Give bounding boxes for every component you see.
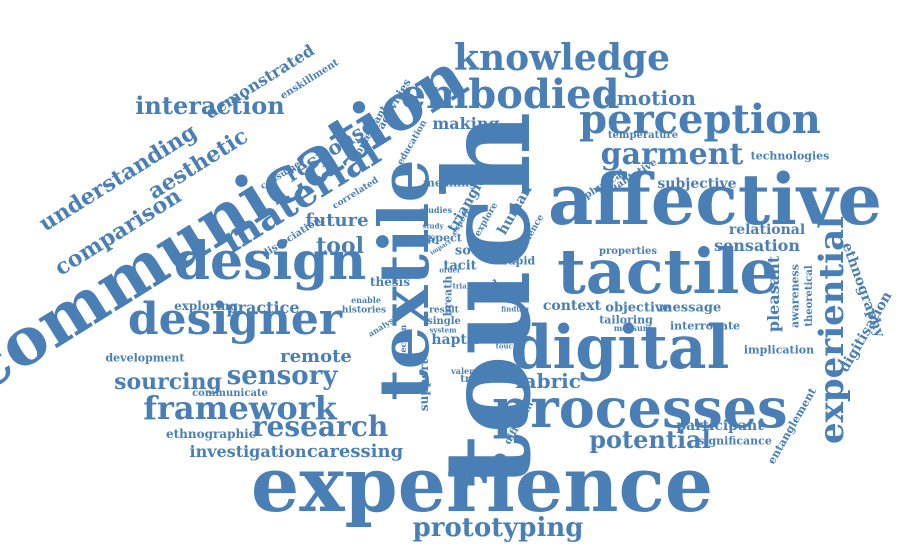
word-sensation: sensation xyxy=(714,236,800,255)
word-experience: experience xyxy=(250,440,714,529)
word-enable: enable xyxy=(351,295,381,305)
word-processes: processes xyxy=(492,376,788,440)
word-knowledge: knowledge xyxy=(454,37,670,79)
word-participant: participant xyxy=(676,418,764,434)
word-selection: selection xyxy=(398,324,408,366)
word-awareness: awareness xyxy=(788,264,802,328)
word-implication: implication xyxy=(743,343,815,357)
word-single: single xyxy=(427,316,461,327)
word-remote: remote xyxy=(280,346,352,367)
word-body: body xyxy=(490,258,506,265)
word-context: context xyxy=(542,298,602,314)
word-significance: significance xyxy=(698,434,772,448)
word-practice: practice xyxy=(226,298,300,317)
word-perception: perception xyxy=(579,96,821,143)
word-more: more xyxy=(497,291,529,305)
word-studies: studies xyxy=(419,205,453,215)
word-sourcing: sourcing xyxy=(114,369,222,395)
word-meaning: meaning xyxy=(423,176,477,190)
word-finding: finding xyxy=(501,304,529,314)
word-tailoring: tailoring xyxy=(599,313,653,327)
word-touche: touche xyxy=(495,341,523,351)
word-theoretical: theoretical xyxy=(804,265,815,327)
word-tool: tool xyxy=(316,233,364,259)
word-pleasant: pleasant xyxy=(764,255,783,333)
word-rapid: rapid xyxy=(502,254,536,268)
word-system: system xyxy=(429,325,457,335)
word-properties: properties xyxy=(599,246,657,257)
word-design: design xyxy=(173,231,367,292)
word-research: research xyxy=(251,410,389,443)
word-objective: objective xyxy=(605,300,671,316)
word-communicate: communicate xyxy=(192,388,268,399)
word-future: future xyxy=(305,210,369,231)
word-measure: measure xyxy=(613,323,653,333)
word-message: message xyxy=(658,300,722,316)
word-potential: potential xyxy=(589,425,711,454)
word-trial: trial xyxy=(452,281,470,291)
word-garment: garment xyxy=(600,137,744,172)
word-support: support xyxy=(417,358,431,412)
word-histories: histories xyxy=(341,305,387,316)
word-haptic: haptic xyxy=(431,332,481,348)
word-result: result xyxy=(429,305,459,316)
word-tacit: tacit xyxy=(443,258,477,274)
word-investigation: investigation xyxy=(189,442,307,461)
word-order: order xyxy=(439,265,461,275)
word-study: study xyxy=(422,221,444,231)
word-affective: affective xyxy=(547,158,883,241)
word-sense: sense xyxy=(486,243,508,253)
word-valence: valence xyxy=(451,366,485,376)
word-transition: transition xyxy=(460,374,516,385)
word-space: space xyxy=(487,250,511,260)
word-sensory: sensory xyxy=(226,361,338,391)
word-ethnographic: ethnographic xyxy=(165,427,257,441)
word-thesis: thesis xyxy=(370,275,410,289)
word-prototyping: prototyping xyxy=(412,513,584,543)
word-tactile: tactile xyxy=(557,235,779,308)
word-technologies: technologies xyxy=(750,149,830,163)
word-method: method xyxy=(475,333,509,343)
word-development: development xyxy=(105,351,185,365)
word-making: making xyxy=(432,114,500,133)
word-subjective: subjective xyxy=(657,176,737,192)
word-temperature: temperature xyxy=(607,130,679,141)
word-relational: relational xyxy=(728,222,806,238)
word-designer: designer xyxy=(127,294,343,345)
word-emotion: emotion xyxy=(604,86,696,110)
word-dyadic: dyadic xyxy=(398,233,438,247)
word-aspect: aspect xyxy=(422,231,462,245)
word-exploring: exploring xyxy=(174,299,238,313)
word-social: social xyxy=(454,243,498,259)
word-caressing: caressing xyxy=(306,441,404,462)
word-interaction: interaction xyxy=(135,91,285,120)
word-skill: skill xyxy=(504,258,520,265)
word-digital: digital xyxy=(510,313,730,383)
word-embodied: embodied xyxy=(400,71,620,118)
word-interrogate: interrogate xyxy=(669,319,741,333)
word-fabric: fabric xyxy=(515,369,581,393)
word-framework: framework xyxy=(143,389,337,427)
